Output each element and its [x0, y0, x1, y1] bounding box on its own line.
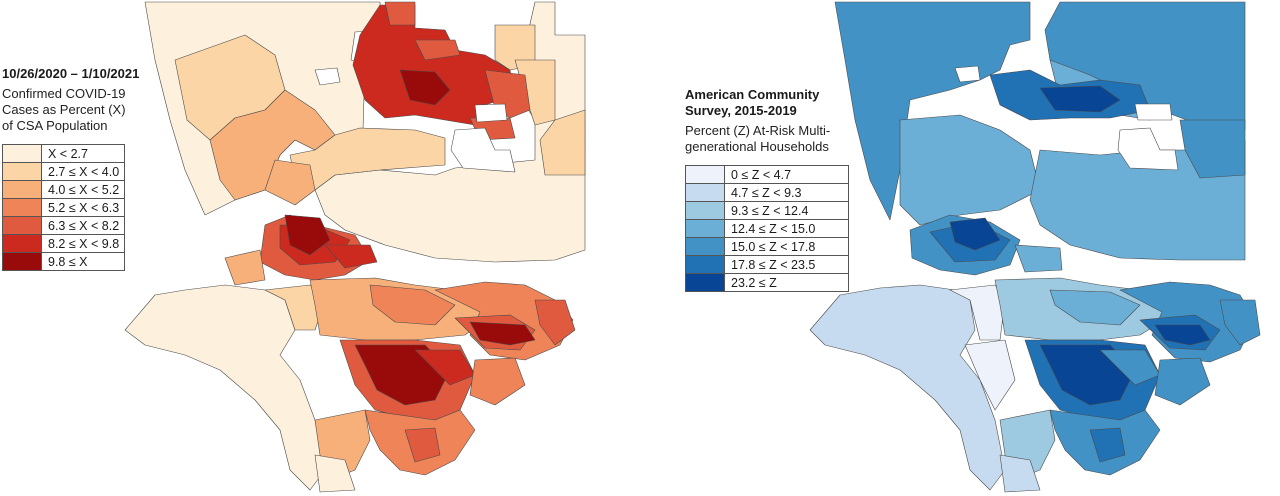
- legend-bin-label: 9.8 ≤ X: [48, 254, 88, 269]
- covid-legend-bin: 4.0 ≤ X < 5.2: [3, 181, 124, 199]
- covid-legend-bin: 6.3 ≤ X < 8.2: [3, 217, 124, 235]
- unincorporated-area: [314, 67, 341, 86]
- legend-swatch: [686, 256, 725, 273]
- legend-bin-label: 12.4 ≤ Z < 15.0: [731, 221, 816, 236]
- map-region: [264, 159, 316, 206]
- legend-swatch: [3, 145, 42, 162]
- acs-legend-bin: 23.2 ≤ Z: [686, 274, 848, 291]
- unincorporated-area: [1117, 127, 1179, 171]
- acs-legend-bin: 4.7 ≤ Z < 9.3: [686, 184, 848, 202]
- unincorporated-area: [1134, 103, 1173, 121]
- legend-bin-label: 8.2 ≤ X < 9.8: [48, 236, 120, 251]
- unincorporated-area: [450, 127, 516, 173]
- map-region: [224, 249, 266, 286]
- legend-swatch: [686, 202, 725, 219]
- map-region: [539, 109, 586, 176]
- covid-legend-bins: X < 2.7 2.7 ≤ X < 4.0 4.0 ≤ X < 5.2 5.2 …: [2, 144, 125, 271]
- map-holes: [314, 67, 516, 173]
- legend-bin-label: 6.3 ≤ X < 8.2: [48, 218, 120, 233]
- acs-legend-bin: 15.0 ≤ Z < 17.8: [686, 238, 848, 256]
- map-region: [1179, 119, 1246, 179]
- legend-swatch: [686, 220, 725, 237]
- legend-bin-label: 17.8 ≤ Z < 23.5: [731, 257, 816, 272]
- covid-legend-bin: X < 2.7: [3, 145, 124, 163]
- map-region: [1014, 244, 1063, 273]
- map-region: [1039, 85, 1121, 113]
- legend-swatch: [686, 184, 725, 201]
- map-region: [414, 39, 461, 61]
- legend-swatch: [686, 238, 725, 255]
- map-region: [469, 321, 536, 346]
- covid-legend-bin: 5.2 ≤ X < 6.3: [3, 199, 124, 217]
- covid-legend-title: 10/26/2020 – 1/10/2021: [2, 66, 140, 81]
- covid-cases-map-panel: 10/26/2020 – 1/10/2021 Confirmed COVID-1…: [2, 1, 586, 493]
- acs-legend-bins: 0 ≤ Z < 4.7 4.7 ≤ Z < 9.3 9.3 ≤ Z < 12.4…: [685, 165, 849, 292]
- covid-choropleth-map: [124, 1, 586, 493]
- map-region: [324, 244, 378, 269]
- map-region: [404, 427, 441, 463]
- map-region: [399, 69, 451, 106]
- legend-swatch: [3, 199, 42, 216]
- acs-legend-subtitle: Percent (Z) At-Risk Multi- generational …: [685, 123, 831, 154]
- legend-bin-label: 0 ≤ Z < 4.7: [731, 167, 792, 182]
- legend-bin-label: 9.3 ≤ Z < 12.4: [731, 203, 809, 218]
- map-holes: [954, 65, 1179, 171]
- map-region: [949, 284, 1006, 341]
- legend-bin-label: 2.7 ≤ X < 4.0: [48, 164, 120, 179]
- map-region: [369, 284, 456, 326]
- map-region: [384, 1, 416, 26]
- legend-swatch: [686, 166, 725, 183]
- county-regions: [809, 1, 1261, 493]
- acs-legend-title: American Community Survey, 2015-2019: [685, 87, 820, 118]
- legend-swatch: [3, 163, 42, 180]
- legend-bin-label: X < 2.7: [48, 146, 88, 161]
- legend-bin-label: 5.2 ≤ X < 6.3: [48, 200, 120, 215]
- multigenerational-households-map-panel: American Community Survey, 2015-2019 Per…: [640, 0, 1280, 496]
- map-region: [949, 217, 1001, 251]
- map-region: [1089, 427, 1126, 463]
- legend-swatch: [3, 217, 42, 234]
- map-region: [1049, 289, 1141, 326]
- acs-legend-bin: 9.3 ≤ Z < 12.4: [686, 202, 848, 220]
- county-regions: [124, 1, 586, 493]
- map-region: [1219, 299, 1261, 346]
- map-region: [264, 284, 326, 331]
- map-region: [809, 284, 1006, 491]
- map-region: [1154, 357, 1211, 406]
- map-region: [964, 339, 1016, 411]
- legend-bin-label: 4.7 ≤ Z < 9.3: [731, 185, 802, 200]
- unincorporated-area: [474, 103, 508, 123]
- legend-swatch: [686, 274, 725, 291]
- acs-legend-bin: 12.4 ≤ Z < 15.0: [686, 220, 848, 238]
- legend-swatch: [3, 181, 42, 198]
- covid-legend-bin: 2.7 ≤ X < 4.0: [3, 163, 124, 181]
- map-region: [469, 357, 526, 406]
- map-region: [534, 299, 576, 346]
- acs-legend-bin: 0 ≤ Z < 4.7: [686, 166, 848, 184]
- legend-swatch: [3, 235, 42, 252]
- map-region: [899, 114, 1041, 226]
- legend-swatch: [3, 253, 42, 270]
- legend-bin-label: 4.0 ≤ X < 5.2: [48, 182, 120, 197]
- legend-bin-label: 15.0 ≤ Z < 17.8: [731, 239, 816, 254]
- acs-legend: American Community Survey, 2015-2019 Per…: [685, 87, 855, 296]
- legend-bin-label: 23.2 ≤ Z: [731, 275, 777, 290]
- covid-legend: 10/26/2020 – 1/10/2021 Confirmed COVID-1…: [2, 66, 152, 275]
- unincorporated-area: [954, 65, 981, 83]
- acs-legend-bin: 17.8 ≤ Z < 23.5: [686, 256, 848, 274]
- map-region: [284, 214, 331, 256]
- map-region: [314, 454, 356, 493]
- map-region: [1154, 324, 1211, 346]
- covid-legend-bin: 8.2 ≤ X < 9.8: [3, 235, 124, 253]
- map-region: [289, 127, 446, 191]
- covid-legend-subtitle: Confirmed COVID-19 Cases as Percent (X) …: [2, 86, 126, 133]
- map-region: [999, 454, 1041, 493]
- map-region: [834, 1, 1031, 221]
- multigenerational-choropleth-map: [809, 1, 1261, 493]
- covid-legend-bin: 9.8 ≤ X: [3, 253, 124, 270]
- map-region: [314, 1, 586, 263]
